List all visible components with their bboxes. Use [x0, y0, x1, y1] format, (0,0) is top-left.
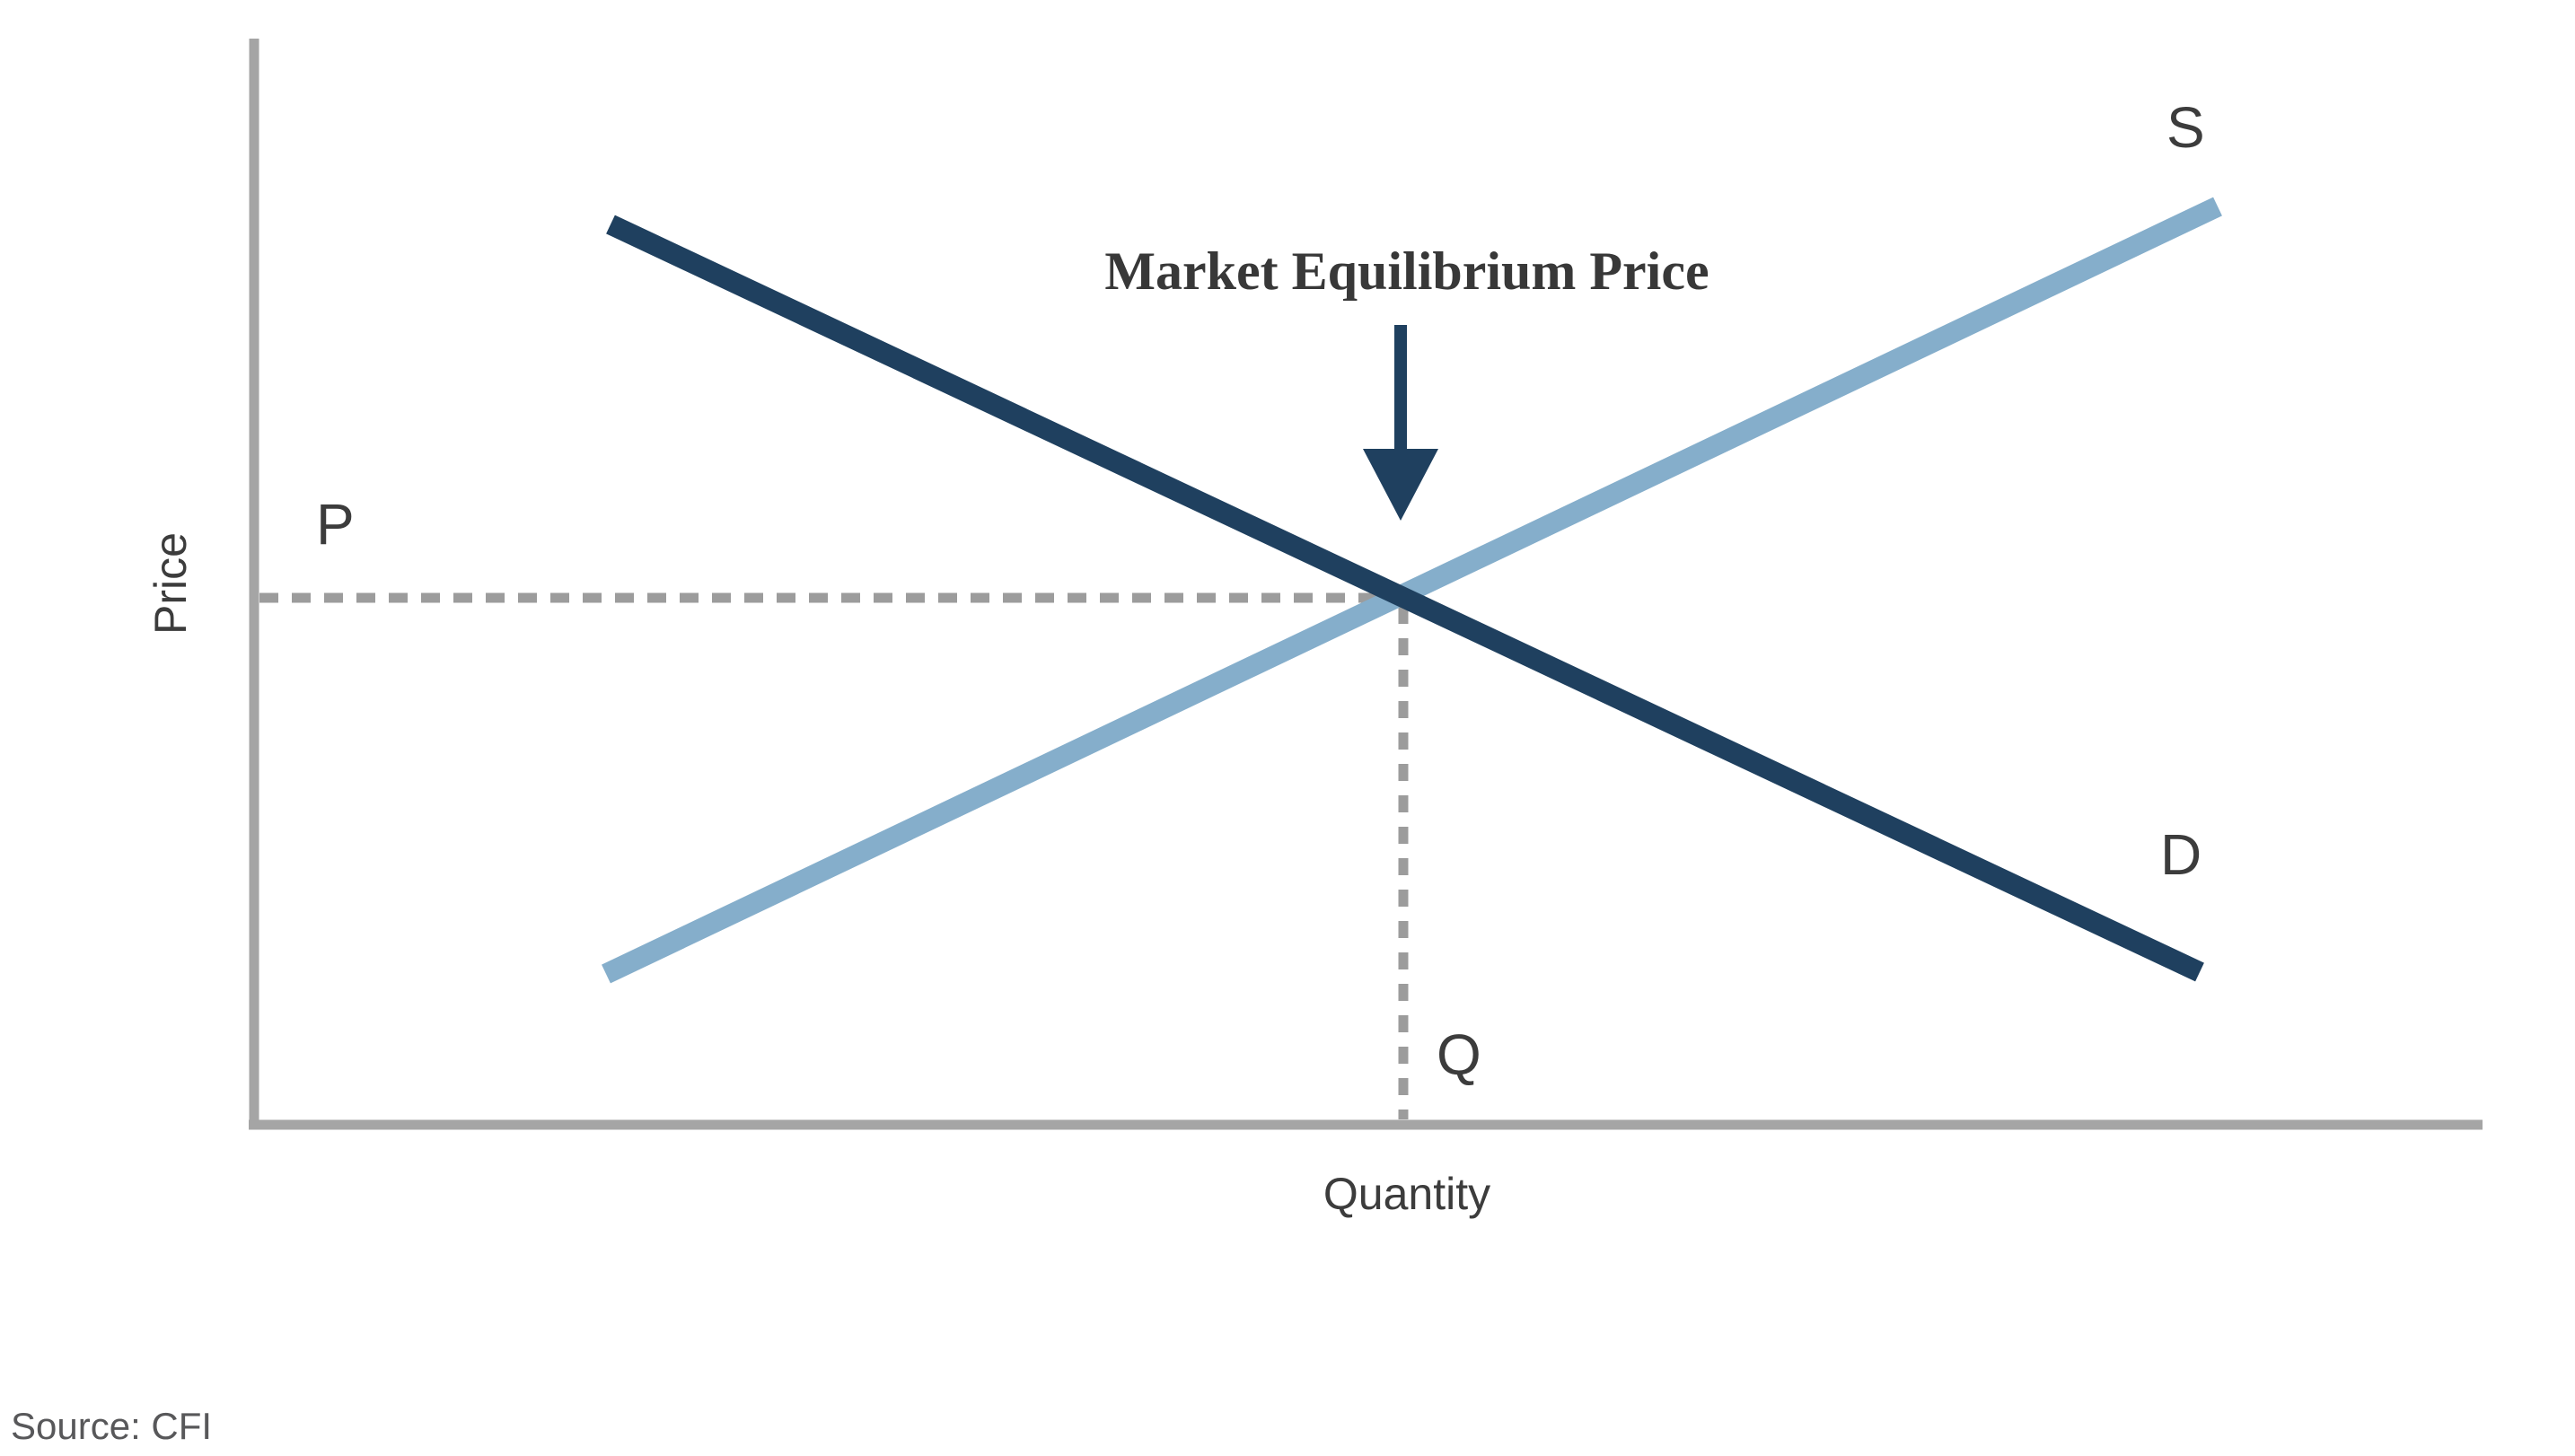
- source-attribution: Source: CFI: [11, 1405, 213, 1447]
- demand-curve-label: D: [2160, 822, 2202, 887]
- demand-curve-line: [606, 215, 2204, 982]
- equilibrium-quantity-label: Q: [1437, 1022, 1481, 1087]
- equilibrium-arrow: [1363, 325, 1438, 521]
- diagram-title: Market Equilibrium Price: [1104, 241, 1709, 301]
- y-axis-label: Price: [145, 532, 196, 635]
- equilibrium-arrow-head: [1363, 449, 1438, 521]
- equilibrium-price-label: P: [316, 492, 355, 557]
- supply-curve-label: S: [2166, 95, 2205, 160]
- x-axis-label: Quantity: [1323, 1169, 1491, 1219]
